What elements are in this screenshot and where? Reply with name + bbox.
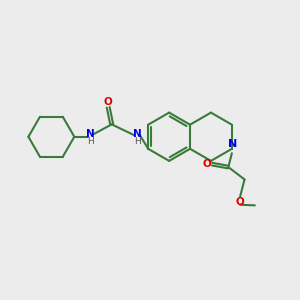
Text: N: N: [228, 140, 237, 149]
Text: N: N: [86, 129, 95, 139]
Text: N: N: [133, 129, 141, 139]
Text: O: O: [104, 97, 112, 107]
Text: H: H: [134, 137, 140, 146]
Text: O: O: [235, 197, 244, 207]
Text: H: H: [87, 137, 94, 146]
Text: O: O: [202, 159, 211, 169]
